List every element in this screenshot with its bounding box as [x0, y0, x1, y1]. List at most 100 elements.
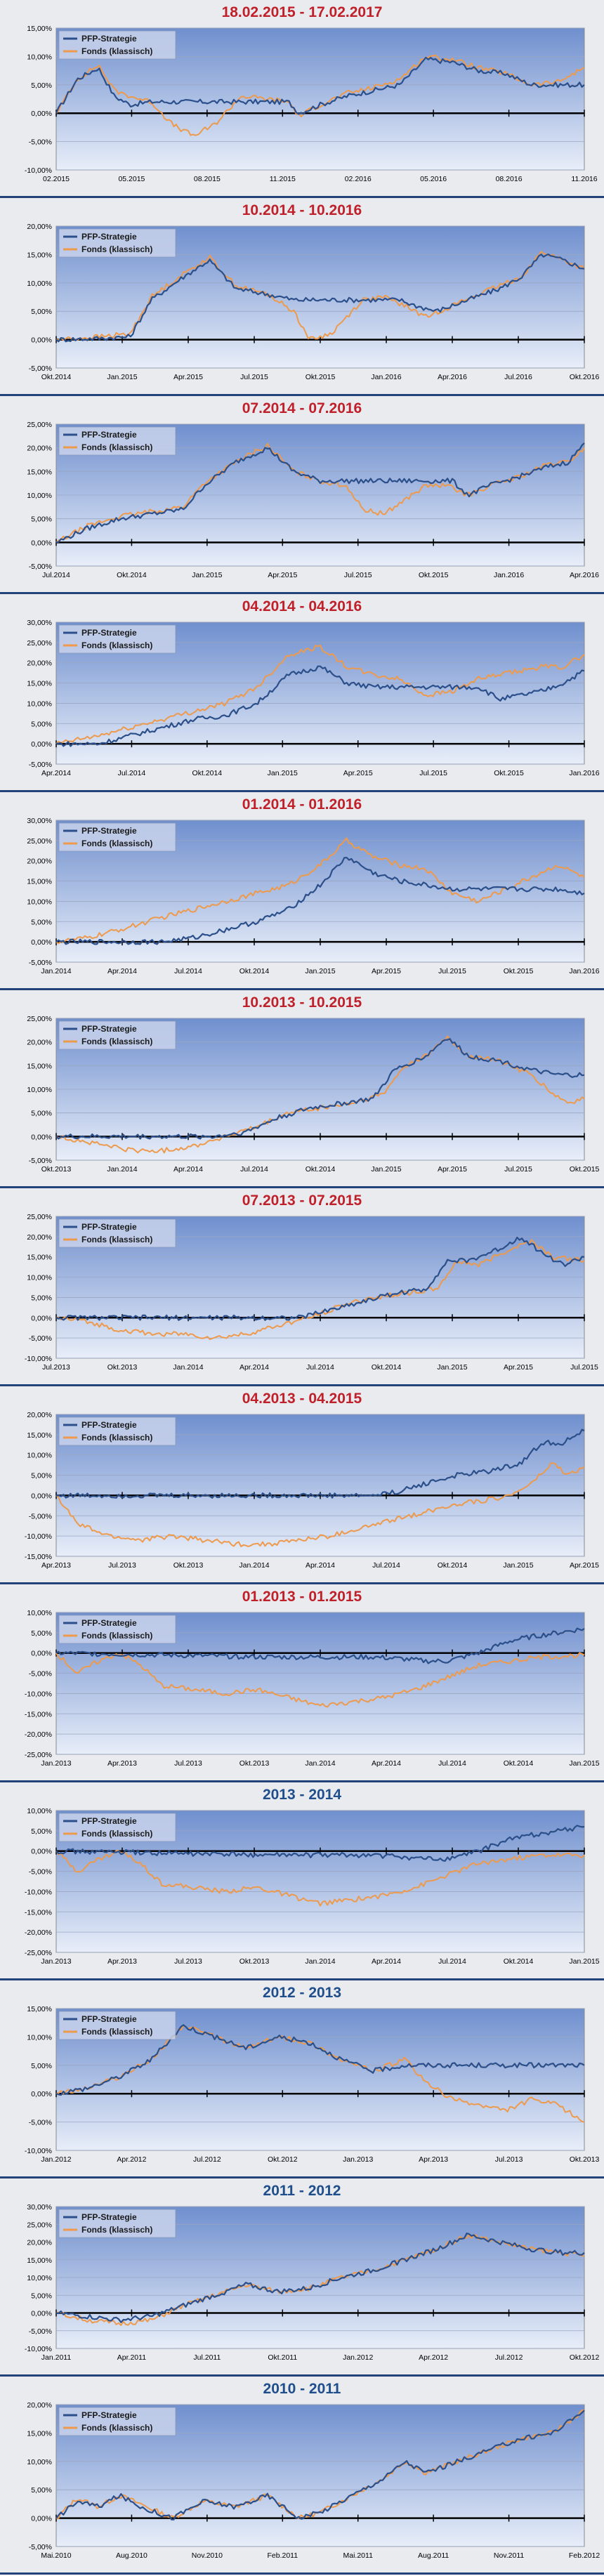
x-tick-label: Nov.2011	[494, 2551, 525, 2560]
series-line-fund	[55, 251, 585, 341]
y-tick-label: 25,00%	[27, 2221, 52, 2229]
line-chart: 25,00% 20,00% 15,00% 10,00% 5,00% 0,00% -5,00%…	[27, 421, 599, 579]
y-tick-label: -5,00%	[29, 1334, 52, 1343]
y-tick-label: -10,00%	[25, 1355, 52, 1363]
x-tick-label: Okt.2013	[107, 1363, 138, 1372]
series-line-strategy	[55, 1627, 585, 1664]
legend-box	[58, 1218, 176, 1248]
x-tick-label: Apr.2015	[173, 373, 203, 381]
x-tick-label: Jan.2015	[569, 1957, 599, 1966]
y-tick-label: -10,00%	[25, 1532, 52, 1541]
x-tick-label: Jan.2016	[569, 967, 599, 975]
x-tick-label: Jul.2015	[344, 571, 372, 579]
y-tick-label: 15,00%	[27, 2005, 52, 2013]
chart-title: 2010 - 2011	[263, 2381, 341, 2397]
x-tick-label: Jul.2013	[174, 1957, 202, 1966]
y-tick-label: 5,00%	[31, 720, 52, 728]
chart-panel: 2013 - 2014 10,00% 5,00% 0,00% -5,00% -10,00%…	[0, 1782, 604, 1980]
x-tick-label: Jan.2014	[41, 967, 71, 975]
legend-label-fund: Fonds (klassisch)	[81, 2027, 152, 2037]
x-tick-label: Aug.2011	[418, 2551, 449, 2560]
x-tick-label: Okt.2014	[504, 1759, 534, 1768]
x-tick-label: Apr.2014	[372, 1759, 401, 1768]
x-tick-label: Apr.2015	[570, 1561, 599, 1570]
series-line-strategy	[55, 56, 585, 115]
x-tick-label: Feb.2011	[267, 2551, 298, 2560]
x-tick-label: Jan.2014	[305, 1957, 335, 1966]
y-tick-label: 25,00%	[27, 639, 52, 648]
x-tick-label: Jul.2012	[495, 2353, 523, 2362]
y-tick-label: 15,00%	[27, 1431, 52, 1440]
chart-panel: 01.2014 - 01.2016 30,00% 25,00% 20,00% 15,00…	[0, 792, 604, 990]
legend: PFP-Strategie Fonds (klassisch)	[58, 2209, 176, 2238]
legend: PFP-Strategie Fonds (klassisch)	[58, 1615, 176, 1644]
x-tick-label: 11.2015	[270, 175, 296, 183]
x-tick-label: Aug.2010	[116, 2551, 147, 2560]
y-tick-label: 10,00%	[27, 1274, 52, 1282]
y-tick-label: 5,00%	[31, 918, 52, 926]
x-tick-label: 02.2015	[43, 175, 70, 183]
x-tick-label: Okt.2013	[41, 1165, 72, 1174]
x-tick-label: Jan.2014	[305, 1759, 335, 1768]
y-tick-label: -10,00%	[25, 2147, 52, 2155]
chart-panel: 04.2014 - 04.2016 30,00% 25,00% 20,00% 15,00…	[0, 594, 604, 792]
y-tick-label: 10,00%	[27, 1086, 52, 1094]
legend: PFP-Strategie Fonds (klassisch)	[58, 624, 176, 654]
y-tick-label: 15,00%	[27, 468, 52, 476]
y-tick-label: 10,00%	[27, 1807, 52, 1815]
x-tick-label: Jul.2015	[504, 1165, 532, 1174]
y-tick-label: 10,00%	[27, 898, 52, 906]
y-tick-label: -20,00%	[25, 1928, 52, 1937]
line-chart: 20,00%15,00%10,00%5,00%0,00%-5,00%Mai.20…	[27, 2401, 600, 2560]
y-tick-label: 20,00%	[27, 445, 52, 453]
x-tick-label: Jan.2016	[371, 373, 401, 381]
x-tick-label: Apr.2013	[107, 1759, 137, 1768]
x-tick-label: Jan.2014	[239, 1561, 269, 1570]
legend: PFP-Strategie Fonds (klassisch)	[58, 426, 176, 456]
legend-label-strategy: PFP-Strategie	[81, 2014, 137, 2024]
x-tick-label: Okt.2015	[494, 769, 524, 777]
x-tick-label: Jan.2015	[305, 967, 335, 975]
x-tick-label: Apr.2015	[438, 1165, 467, 1174]
legend-label-strategy: PFP-Strategie	[81, 1024, 137, 1034]
chart-panel: 2011 - 2012 30,00% 25,00% 20,00% 15,00% 10,00…	[0, 2179, 604, 2377]
legend-box	[58, 1615, 176, 1644]
x-tick-label: Jan.2013	[41, 1957, 71, 1966]
x-tick-label: Apr.2015	[504, 1363, 533, 1372]
y-tick-label: 5,00%	[31, 1110, 52, 1118]
x-tick-label: Jan.2016	[494, 571, 524, 579]
y-tick-label: -20,00%	[25, 1730, 52, 1739]
x-tick-label: Okt.2014	[41, 373, 72, 381]
x-tick-label: 05.2015	[118, 175, 145, 183]
legend-label-strategy: PFP-Strategie	[81, 430, 137, 440]
line-chart: 15,00%10,00%5,00%0,00%-5,00%-10,00%02.20…	[25, 25, 598, 183]
y-tick-label: 20,00%	[27, 2401, 52, 2410]
y-tick-label: 5,00%	[31, 1827, 52, 1836]
y-tick-label: -10,00%	[25, 1888, 52, 1896]
x-tick-label: Okt.2015	[504, 967, 534, 975]
legend-box	[58, 624, 176, 654]
legend-label-strategy: PFP-Strategie	[81, 1618, 137, 1628]
line-chart: 15,00%10,00%5,00%0,00%-5,00%-10,00%Jan.2…	[25, 2005, 600, 2164]
y-tick-label: 20,00%	[27, 2239, 52, 2247]
y-tick-label: 0,00%	[31, 2515, 52, 2523]
x-tick-label: Nov.2010	[192, 2551, 223, 2560]
x-tick-label: Apr.2016	[438, 373, 467, 381]
y-tick-label: -5,00%	[29, 1512, 52, 1520]
chart-panel: 2010 - 2011 20,00% 15,00% 10,00% 5,00% 0,00% -…	[0, 2377, 604, 2575]
x-tick-label: Okt.2014	[438, 1561, 468, 1570]
legend-label-fund: Fonds (klassisch)	[81, 1235, 152, 1244]
y-tick-label: 30,00%	[27, 817, 52, 825]
series-line-strategy	[55, 665, 585, 747]
x-tick-label: Jan.2015	[437, 1363, 467, 1372]
series-line-strategy	[55, 2232, 585, 2323]
y-tick-label: 5,00%	[31, 1294, 52, 1302]
series-line-strategy	[55, 2410, 585, 2521]
x-tick-label: Jul.2013	[174, 1759, 202, 1768]
y-tick-label: -10,00%	[25, 1690, 52, 1698]
legend-label-fund: Fonds (klassisch)	[81, 442, 152, 452]
legend: PFP-Strategie Fonds (klassisch)	[58, 2011, 176, 2040]
x-tick-label: Jul.2013	[495, 2155, 523, 2164]
legend-label-fund: Fonds (klassisch)	[81, 1829, 152, 1839]
legend: PFP-Strategie Fonds (klassisch)	[58, 228, 176, 258]
